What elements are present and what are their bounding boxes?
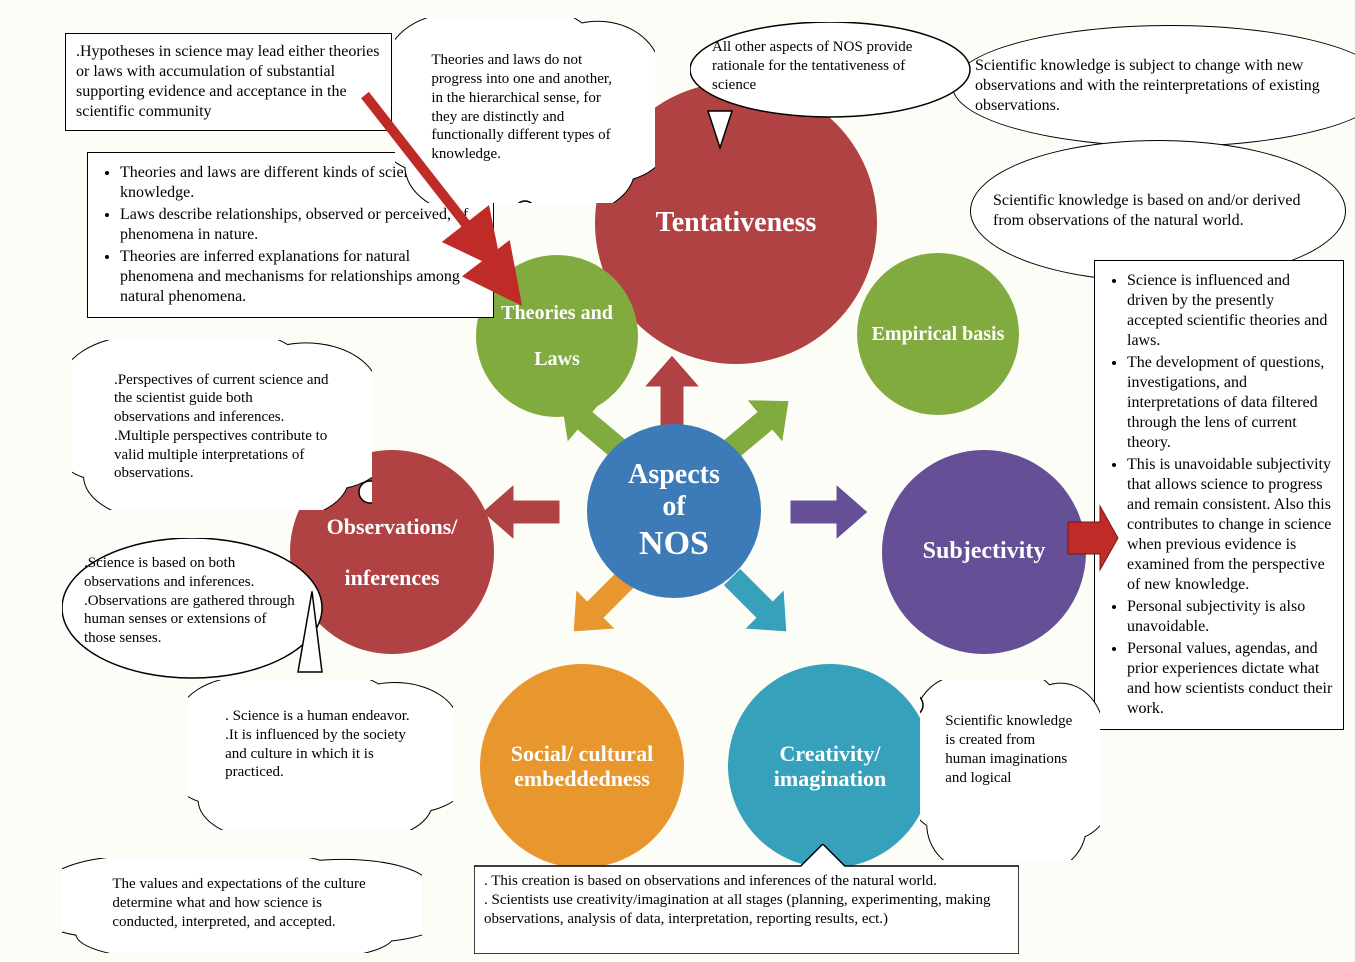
- cloud-social_bottom: The values and expectations of the cultu…: [62, 858, 422, 953]
- node-theories-label: Theories andLaws: [493, 302, 621, 371]
- diagram-canvas: AspectsofNOS Tentativeness Theories andLaw…: [0, 0, 1355, 962]
- box-hypotheses-text: .Hypotheses in science may lead either t…: [76, 42, 381, 122]
- cloud-obs_top-text: .Perspectives of current science and the…: [114, 371, 330, 484]
- center-node-label: AspectsofNOS: [612, 459, 736, 562]
- node-creativity-label: Creativity/ imagination: [728, 741, 932, 792]
- callout-creativity-bottom: . This creation is based on observations…: [474, 844, 1019, 954]
- speech-tent_left-text: All other aspects of NOS provide rationa…: [712, 38, 948, 94]
- node-social: Social/ cultural embeddedness: [480, 664, 684, 868]
- node-social-label: Social/ cultural embeddedness: [480, 741, 684, 792]
- box-subjectivityBullets-item: Personal subjectivity is also unavoidabl…: [1127, 597, 1333, 637]
- cloud-social_bottom-text: The values and expectations of the cultu…: [112, 875, 371, 931]
- arrow-to-tentativeness: [642, 353, 702, 433]
- node-tentativeness-label: Tentativeness: [648, 207, 825, 239]
- node-empirical: Empirical basis: [857, 253, 1019, 415]
- node-creativity: Creativity/ imagination: [728, 664, 932, 868]
- ellipse-tent_right-text: Scientific knowledge is subject to chang…: [975, 56, 1355, 116]
- callout-creativity-bottom-text: . This creation is based on observations…: [484, 872, 1009, 928]
- cloud-social_left-text: . Science is a human endeavor..It is inf…: [225, 707, 416, 782]
- speech-tent_left: All other aspects of NOS provide rationa…: [690, 22, 1010, 157]
- box-subjectivityBullets-item: This is unavoidable subjectivity that al…: [1127, 455, 1333, 595]
- box-hypotheses: .Hypotheses in science may lead either t…: [65, 33, 392, 131]
- box-subjectivityBullets-item: The development of questions, investigat…: [1127, 353, 1333, 453]
- box-subjectivityBullets-item: Personal values, agendas, and prior expe…: [1127, 639, 1333, 719]
- box-subjectivityBullets-item: Science is influenced and driven by the …: [1127, 271, 1333, 351]
- box-subjectivityBullets-list: Science is influenced and driven by the …: [1105, 271, 1333, 719]
- cloud-creativity_right: Scientific knowledge is created from hum…: [920, 680, 1100, 860]
- red-arrow-bulletbox-to-theories: [452, 220, 530, 310]
- ellipse-tent_right: Scientific knowledge is subject to chang…: [952, 25, 1355, 147]
- arrow-to-subjectivity: [790, 482, 870, 542]
- node-empirical-label: Empirical basis: [864, 323, 1013, 346]
- callout-line: . This creation is based on observations…: [484, 872, 1009, 891]
- node-subjectivity-label: Subjectivity: [915, 538, 1054, 566]
- cloud-social_left: . Science is a human endeavor..It is inf…: [188, 680, 453, 830]
- red-arrow-subjectivity-to-box: [1048, 518, 1138, 558]
- cloud-obs_top: .Perspectives of current science and the…: [72, 340, 372, 510]
- speech-obs_lower-text: .Science is based on both observations a…: [84, 554, 300, 648]
- ellipse-empirical_right-text: Scientific knowledge is based on and/or …: [993, 191, 1323, 231]
- box-subjectivityBullets: Science is influenced and driven by the …: [1094, 260, 1344, 730]
- cloud-creativity_right-text: Scientific knowledge is created from hum…: [945, 712, 1075, 787]
- center-node: AspectsofNOS: [587, 424, 761, 598]
- callout-line: . Scientists use creativity/imagination …: [484, 891, 1009, 929]
